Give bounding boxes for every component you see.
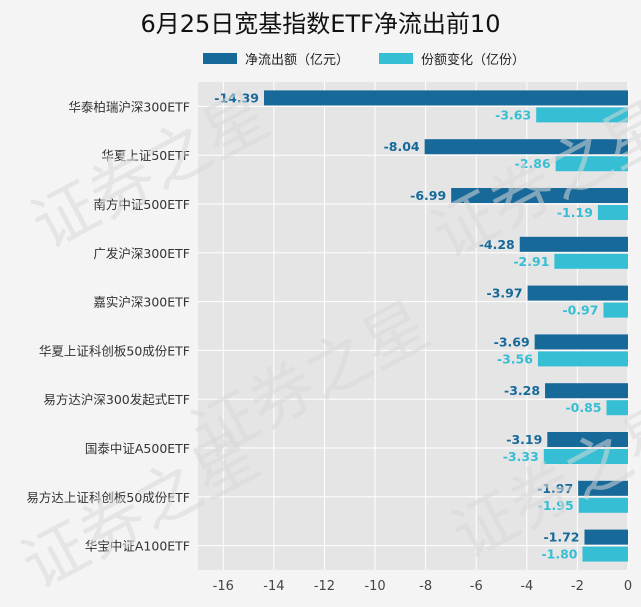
- data-label: -1.80: [541, 547, 577, 562]
- x-tick-label: -4: [520, 579, 533, 594]
- category-label: 广发沪深300ETF: [93, 246, 190, 261]
- category-label: 嘉实沪深300ETF: [93, 295, 190, 310]
- bar-share-change: [554, 253, 628, 269]
- legend-item-share-change: 份额变化（亿份）: [379, 49, 525, 68]
- data-label: -0.97: [562, 303, 598, 318]
- data-label: -14.39: [214, 90, 259, 105]
- category-label: 南方中证500ETF: [93, 197, 190, 212]
- bar-share-change: [597, 205, 628, 220]
- chart-title: 6月25日宽基指数ETF净流出前10: [140, 10, 501, 38]
- legend-label-share-change: 份额变化（亿份）: [421, 52, 526, 68]
- data-label: -1.97: [537, 481, 573, 496]
- bar-net-outflow: [424, 139, 628, 155]
- bar-share-change: [543, 449, 628, 464]
- bar-share-change: [603, 302, 628, 318]
- legend-label-net-outflow: 净流出额（亿元）: [245, 52, 350, 68]
- x-tick-label: -8: [419, 579, 432, 594]
- data-label: -3.63: [495, 107, 531, 122]
- bar-net-outflow: [545, 383, 628, 399]
- bar-net-outflow: [519, 236, 628, 252]
- data-label: -1.72: [543, 530, 579, 545]
- bar-share-change: [536, 107, 628, 123]
- legend-swatch-net-outflow: [203, 52, 237, 64]
- bar-net-outflow: [451, 188, 628, 203]
- category-label: 华夏上证科创板50成份ETF: [39, 343, 190, 358]
- data-label: -3.56: [497, 351, 533, 366]
- x-tick-label: 0: [624, 579, 632, 594]
- category-label: 国泰中证A500ETF: [85, 441, 190, 456]
- data-label: -3.97: [487, 286, 523, 301]
- data-label: -8.04: [384, 139, 420, 154]
- x-tick-label: -10: [364, 579, 385, 594]
- x-tick-label: -2: [571, 579, 584, 594]
- bar-net-outflow: [534, 334, 628, 350]
- bar-share-change: [606, 400, 628, 416]
- data-label: -1.19: [557, 205, 593, 220]
- category-label: 易方达沪深300发起式ETF: [43, 392, 190, 407]
- bar-net-outflow: [578, 480, 628, 496]
- bar-share-change: [537, 351, 628, 367]
- bar-net-outflow: [264, 90, 628, 106]
- legend-swatch-share-change: [379, 52, 414, 64]
- data-label: -3.69: [494, 334, 530, 349]
- data-label: -1.95: [538, 498, 574, 513]
- bar-share-change: [578, 497, 628, 513]
- category-label: 华泰柏瑞沪深300ETF: [68, 99, 190, 114]
- data-label: -3.33: [503, 449, 539, 464]
- bar-share-change: [582, 546, 628, 562]
- bar-net-outflow: [527, 285, 628, 301]
- data-label: -2.91: [513, 254, 549, 269]
- data-label: -3.19: [506, 432, 542, 447]
- bar-net-outflow: [584, 529, 628, 545]
- chart-legend: 净流出额（亿元） 份额变化（亿份）: [203, 48, 555, 68]
- x-tick-label: -14: [263, 579, 284, 594]
- data-label: -0.85: [565, 400, 601, 415]
- bar-share-change: [555, 156, 628, 172]
- category-label: 易方达上证科创板50成份ETF: [26, 490, 190, 505]
- data-label: -4.28: [479, 237, 515, 252]
- legend-item-net-outflow: 净流出额（亿元）: [203, 49, 349, 68]
- x-tick-label: -6: [470, 579, 483, 594]
- data-label: -2.86: [515, 156, 551, 171]
- data-label: -3.28: [504, 383, 540, 398]
- data-label: -6.99: [410, 188, 446, 203]
- category-label: 华宝中证A100ETF: [85, 539, 190, 554]
- bar-net-outflow: [547, 432, 628, 447]
- x-tick-label: -12: [314, 579, 335, 594]
- category-label: 华夏上证50ETF: [101, 148, 190, 163]
- x-tick-label: -16: [213, 579, 234, 594]
